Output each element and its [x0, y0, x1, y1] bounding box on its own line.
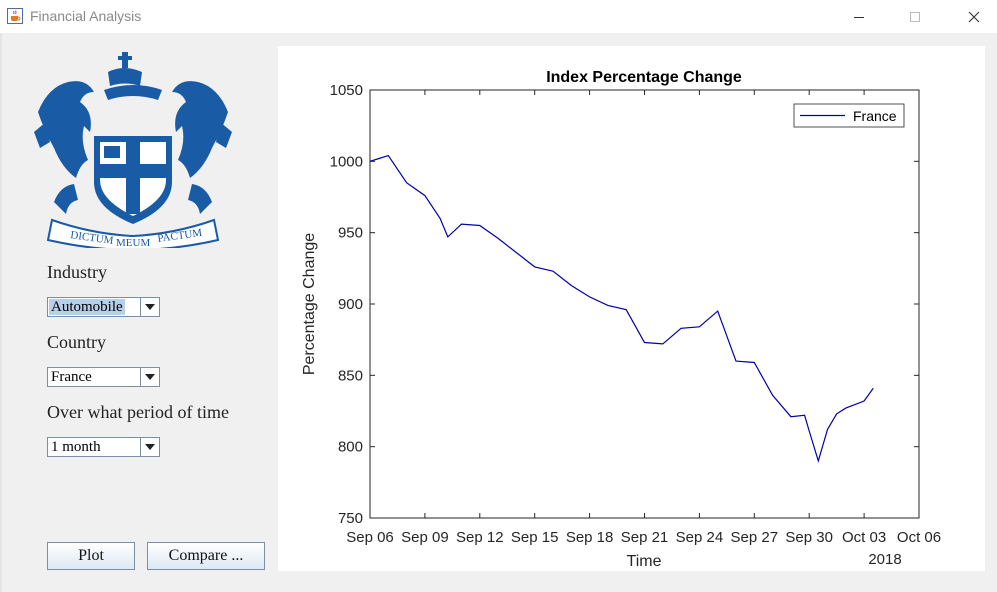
- y-tick-label: 1050: [330, 82, 363, 99]
- y-tick-label: 750: [338, 510, 363, 527]
- title-bar: Financial Analysis: [0, 0, 997, 33]
- compare-button[interactable]: Compare ...: [147, 542, 265, 570]
- period-label: Over what period of time: [47, 402, 229, 422]
- year-label: 2018: [868, 551, 901, 568]
- plot-area: [369, 89, 920, 519]
- window-title: Financial Analysis: [30, 8, 142, 24]
- y-tick-label: 1000: [330, 153, 363, 170]
- x-tick-label: Sep 09: [401, 529, 449, 546]
- y-tick-label: 850: [338, 367, 363, 384]
- legend-entry-france: France: [853, 108, 897, 124]
- chart-title: Index Percentage Change: [546, 69, 742, 86]
- x-tick-label: Sep 30: [785, 529, 833, 546]
- period-dropdown[interactable]: 1 month: [47, 437, 160, 457]
- x-tick-label: Oct 06: [897, 529, 941, 546]
- java-cup-icon: [7, 8, 23, 24]
- dropdown-arrow[interactable]: [140, 298, 159, 316]
- coat-of-arms-logo: DICTUM MEUM PACTUM: [34, 52, 232, 248]
- minimize-button[interactable]: [836, 0, 882, 33]
- country-label: Country: [47, 332, 107, 352]
- minimize-icon: [854, 17, 864, 18]
- country-dropdown[interactable]: France: [47, 367, 160, 387]
- chevron-down-icon: [145, 304, 155, 310]
- close-button[interactable]: [951, 0, 997, 33]
- x-tick-label: Sep 06: [346, 529, 394, 546]
- industry-selected-value: Automobile: [49, 299, 125, 315]
- x-tick-label: Sep 18: [566, 529, 614, 546]
- series-line-france: [369, 154, 874, 463]
- y-tick-label: 800: [338, 439, 363, 456]
- industry-label: Industry: [47, 262, 107, 282]
- legend: France: [793, 103, 905, 128]
- x-tick-label: Oct 03: [842, 529, 886, 546]
- country-selected-value: France: [51, 369, 92, 385]
- dropdown-arrow[interactable]: [140, 438, 159, 456]
- x-tick-label: Sep 12: [456, 529, 504, 546]
- x-tick-label: Sep 27: [731, 529, 779, 546]
- dropdown-arrow[interactable]: [140, 368, 159, 386]
- x-tick-label: Sep 24: [676, 529, 724, 546]
- x-axis-label: Time: [627, 553, 662, 570]
- line-chart: Index Percentage Change 750 800 850 900 950 1…: [301, 69, 941, 570]
- y-axis-label: Percentage Change: [301, 233, 318, 375]
- x-tick-label: Sep 15: [511, 529, 559, 546]
- y-tick-label: 900: [338, 296, 363, 313]
- industry-dropdown[interactable]: Automobile: [47, 297, 160, 317]
- plot-button[interactable]: Plot: [47, 542, 135, 570]
- close-icon: [968, 11, 980, 23]
- x-tick-label: Sep 21: [621, 529, 669, 546]
- chevron-down-icon: [145, 444, 155, 450]
- motto-word: MEUM: [116, 237, 150, 248]
- y-tick-label: 950: [338, 225, 363, 242]
- period-selected-value: 1 month: [51, 439, 101, 455]
- maximize-icon: [910, 12, 920, 22]
- chevron-down-icon: [145, 374, 155, 380]
- maximize-button[interactable]: [892, 0, 938, 33]
